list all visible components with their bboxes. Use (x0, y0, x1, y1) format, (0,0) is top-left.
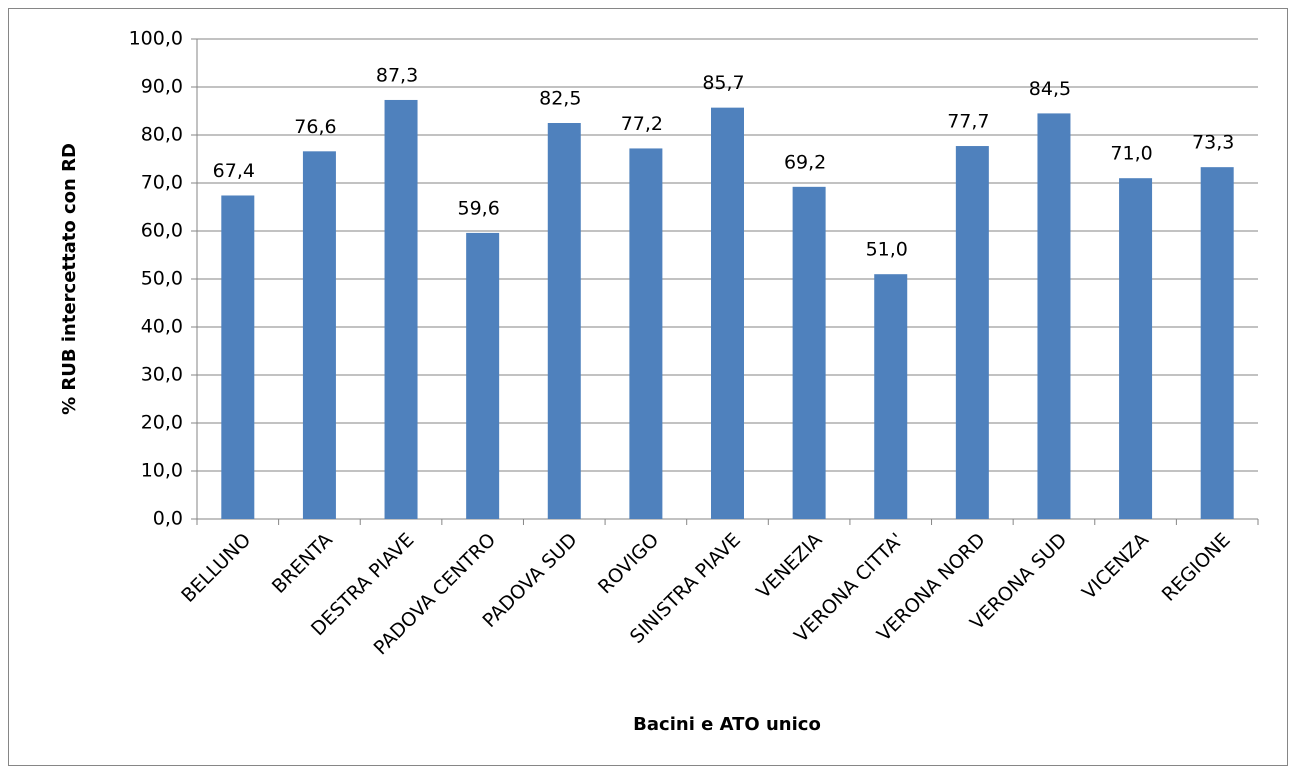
bar (711, 107, 744, 519)
bar (792, 186, 826, 519)
bar (629, 148, 663, 519)
bar (221, 195, 255, 520)
bar (1200, 167, 1234, 519)
bar (955, 146, 989, 520)
value-label: 85,7 (702, 72, 744, 94)
value-label: 51,0 (866, 239, 908, 261)
bar (547, 123, 581, 519)
value-label: 59,6 (457, 197, 499, 219)
value-label: 84,5 (1029, 78, 1071, 100)
y-tick-label: 20,0 (141, 412, 183, 434)
bar (1119, 178, 1153, 519)
value-label: 71,0 (1110, 143, 1152, 165)
y-tick-label: 40,0 (141, 316, 183, 338)
value-label: 67,4 (213, 160, 255, 182)
value-label: 82,5 (539, 88, 581, 110)
bar (302, 151, 336, 519)
value-label: 76,6 (294, 116, 336, 138)
y-axis-title: % RUB intercettato con RD (59, 143, 80, 415)
bar (384, 99, 418, 520)
value-label: 69,2 (784, 151, 826, 173)
y-tick-label: 60,0 (141, 220, 183, 242)
value-label: 87,3 (376, 64, 418, 86)
y-tick-label: 70,0 (141, 172, 183, 194)
y-tick-label: 10,0 (141, 460, 183, 482)
bar (466, 232, 500, 520)
bar (1037, 113, 1071, 520)
y-tick-label: 80,0 (141, 124, 183, 146)
value-label: 73,3 (1192, 132, 1234, 154)
bar (874, 274, 908, 519)
y-tick-label: 90,0 (141, 76, 183, 98)
y-tick-label: 100,0 (129, 28, 183, 50)
y-tick-label: 0,0 (153, 508, 183, 530)
value-label: 77,2 (621, 113, 663, 135)
y-tick-label: 30,0 (141, 364, 183, 386)
x-axis-title: Bacini e ATO unico (633, 714, 821, 735)
y-tick-label: 50,0 (141, 268, 183, 290)
value-label: 77,7 (947, 111, 989, 133)
